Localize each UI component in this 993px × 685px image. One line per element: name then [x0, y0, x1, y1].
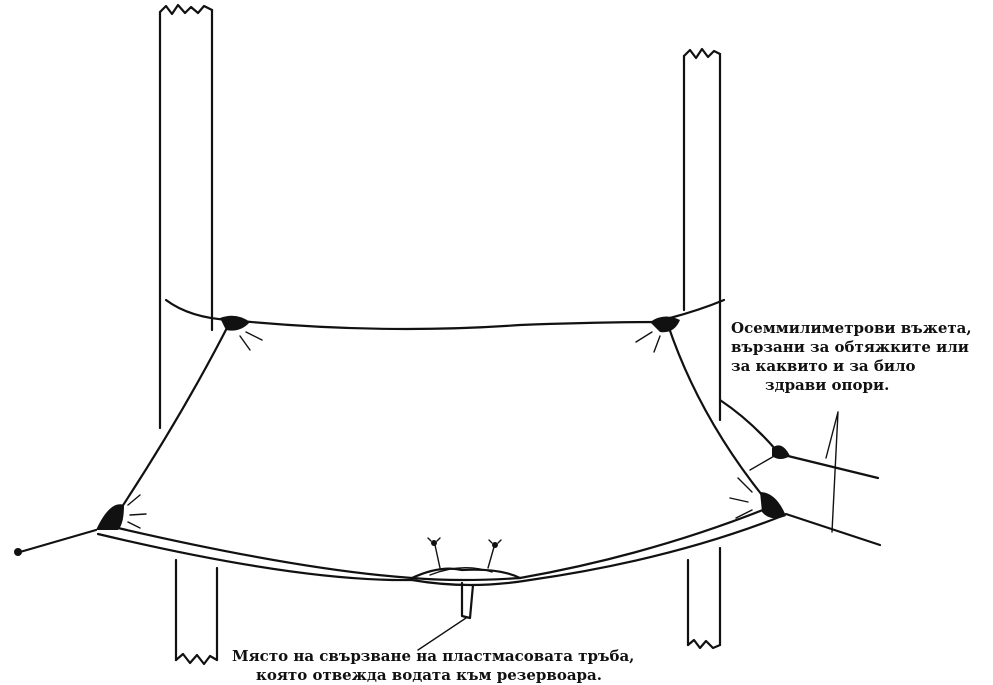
rope-left: [14, 528, 98, 556]
corner-patch-top-right: [635, 316, 680, 353]
side-grommet-right: [772, 445, 790, 459]
corner-patch-bottom-left: [96, 494, 147, 530]
leader-line-pipe: [417, 617, 467, 651]
ropes-annotation-line4: здрави опори.: [765, 376, 890, 394]
rope-right-upper: [718, 398, 880, 480]
tarp-right-edge: [666, 323, 772, 507]
right-post-upper: [682, 47, 722, 422]
tarp-top-edge: [228, 318, 667, 331]
left-post-upper: [158, 3, 214, 430]
tarp-bottom-edge-outer: [96, 514, 784, 587]
right-post-lower: [686, 546, 722, 650]
ropes-annotation-line2: вързани за обтяжките или: [731, 338, 969, 356]
tarp-left-edge: [108, 320, 232, 527]
collection-pocket: [410, 566, 522, 620]
pin-markers: [427, 537, 502, 569]
ropes-annotation-line1: Осеммилиметрови въжета,: [731, 319, 972, 337]
tarp-bottom-edge-inner: [116, 506, 770, 582]
rope-right-lower: [784, 512, 882, 547]
left-post-tie: [164, 298, 232, 322]
ropes-annotation-line3: за каквито и за било: [731, 357, 916, 375]
right-post-tie: [668, 298, 726, 320]
left-post-lower: [174, 558, 219, 666]
pipe-annotation: Място на свързване на пластмасовата тръб…: [232, 647, 634, 685]
corner-patch-top-left: [220, 315, 263, 351]
pipe-annotation-line1: Място на свързване на пластмасовата тръб…: [232, 647, 635, 665]
ropes-annotation: Осеммилиметрови въжета, вързани за обтяж…: [731, 319, 972, 395]
pipe-annotation-line2: която отвежда водата към резервоара.: [256, 666, 602, 684]
leader-line-ropes: [825, 411, 839, 533]
corner-patch-bottom-right: [729, 477, 786, 519]
